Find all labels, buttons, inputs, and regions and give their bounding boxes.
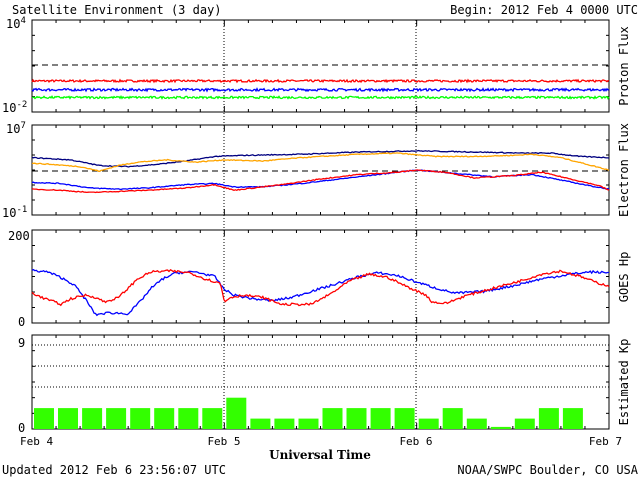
- electron-line-electron_orange: [31, 152, 610, 172]
- updated-timestamp: Updated 2012 Feb 6 23:56:07 UTC: [2, 463, 226, 477]
- estimated-kp-label: Estimated Kp: [617, 339, 631, 426]
- electron-flux-label: Electron Flux: [617, 123, 631, 217]
- kp-ytick-bottom: 0: [18, 421, 25, 435]
- kp-bar: [250, 418, 271, 429]
- electron-ytick-bottom: 10-1: [2, 205, 27, 220]
- electron-line-electron_red: [31, 169, 610, 194]
- proton-series: [31, 78, 610, 100]
- xtick-feb4: Feb 4: [20, 435, 53, 448]
- hp-ytick-top: 200: [8, 229, 30, 243]
- kp-gridlines: [32, 344, 609, 388]
- proton-ytick-top: 104: [6, 16, 26, 31]
- day-separators: [223, 20, 417, 429]
- kp-bar: [298, 418, 319, 429]
- hp-line-hp_blue: [31, 268, 609, 317]
- proton-ytick-bottom: 10-2: [2, 100, 27, 115]
- kp-bar: [562, 408, 583, 429]
- kp-bar: [394, 408, 415, 429]
- xtick-feb6: Feb 6: [399, 435, 432, 448]
- electron-ytick-top: 107: [6, 121, 26, 136]
- kp-bar: [418, 418, 439, 429]
- kp-bar: [178, 408, 199, 429]
- goes-hp-label: GOES Hp: [617, 252, 631, 303]
- begin-label: Begin: 2012 Feb 4 0000 UTC: [450, 3, 638, 17]
- kp-bar: [490, 426, 511, 429]
- kp-bar: [442, 408, 463, 429]
- kp-bar: [514, 418, 535, 429]
- proton-flux-label: Proton Flux: [617, 26, 631, 105]
- kp-bar: [34, 408, 54, 429]
- kp-bar: [82, 408, 103, 429]
- kp-bar: [202, 408, 223, 429]
- electron-panel-frame: [31, 124, 610, 216]
- electron-line-electron_navy: [31, 149, 610, 168]
- kp-bar: [58, 408, 78, 429]
- kp-bar: [322, 408, 343, 429]
- proton-line-proton_blue: [31, 87, 610, 93]
- chart-title: Satellite Environment (3 day): [12, 3, 222, 17]
- credit-label: NOAA/SWPC Boulder, CO USA: [457, 463, 638, 477]
- kp-bar: [130, 408, 151, 429]
- kp-bar: [370, 408, 391, 429]
- electron-series: [31, 149, 610, 194]
- hp-line-hp_red: [31, 268, 610, 307]
- kp-bar: [274, 418, 295, 429]
- kp-ytick-top: 9: [18, 336, 25, 350]
- kp-bar: [154, 408, 175, 429]
- x-axis-label: Universal Time: [269, 448, 371, 462]
- hp-panel-frame: [31, 229, 610, 324]
- kp-bar: [106, 408, 127, 429]
- kp-bar: [466, 418, 487, 429]
- proton-line-proton_green: [31, 95, 610, 100]
- kp-bar: [346, 408, 367, 429]
- kp-bar: [226, 397, 247, 429]
- kp-bar: [538, 408, 559, 429]
- proton-line-proton_red: [31, 78, 610, 84]
- xtick-feb5: Feb 5: [207, 435, 240, 448]
- hp-ytick-bottom: 0: [18, 315, 25, 329]
- hp-series: [31, 268, 610, 317]
- kp-bars: [34, 397, 583, 429]
- xtick-feb7: Feb 7: [589, 435, 622, 448]
- axis-tick-marks: [31, 20, 610, 429]
